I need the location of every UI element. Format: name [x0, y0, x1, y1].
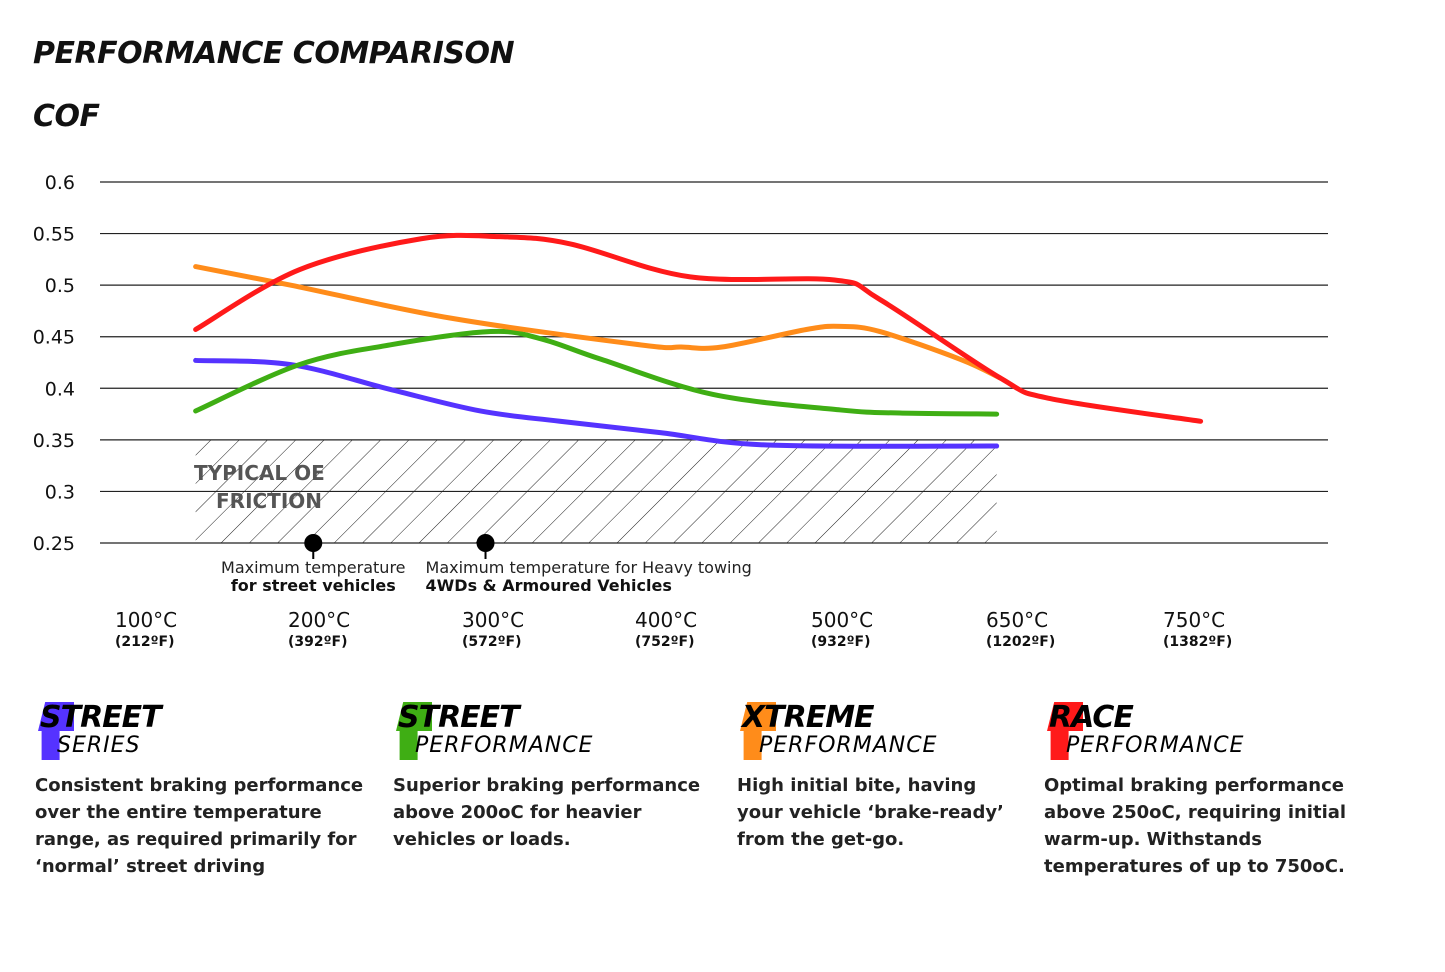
logo-subtitle: PERFORMANCE — [415, 733, 594, 758]
y-tick-label: 0.6 — [45, 172, 75, 194]
logo-title: STREET — [40, 700, 162, 735]
x-tick-sublabel: (752ºF) — [635, 634, 694, 650]
y-tick-label: 0.25 — [33, 533, 75, 555]
y-tick-label: 0.3 — [45, 481, 75, 503]
page-title: PERFORMANCE COMPARISON — [33, 36, 515, 71]
y-tick-label: 0.4 — [45, 378, 75, 400]
legend-item: XTREME PERFORMANCE High initial bite, ha… — [737, 700, 1027, 853]
legend-description: Superior braking performance above 200oC… — [393, 775, 701, 850]
y-tick-label: 0.35 — [33, 430, 75, 452]
x-tick-sublabel: (932ºF) — [811, 634, 870, 650]
region-label: TYPICAL OE — [194, 461, 325, 485]
logo-title: XTREME — [742, 700, 875, 735]
legend-item: STREET SERIES Consistent braking perform… — [35, 700, 365, 880]
y-tick-label: 0.55 — [33, 224, 75, 246]
legend-description: Consistent braking performance over the … — [35, 775, 364, 877]
legend-item: STREET PERFORMANCE Superior braking perf… — [393, 700, 723, 853]
x-tick-sublabel: (1202ºF) — [986, 634, 1055, 650]
series-line — [193, 328, 1000, 417]
annotation-marker — [304, 534, 323, 552]
series-line — [193, 232, 1204, 424]
x-tick-label: 100°C — [115, 608, 177, 632]
annotation-text: Maximum temperature for Heavy towing — [426, 558, 752, 577]
series-logo: STREET PERFORMANCE — [393, 700, 723, 762]
legend-item: RACE PERFORMANCE Optimal braking perform… — [1044, 700, 1374, 880]
x-tick-label: 650°C — [986, 608, 1048, 632]
series-logo: STREET SERIES — [35, 700, 365, 762]
legend-description: High initial bite, having your vehicle ‘… — [737, 775, 1004, 850]
y-tick-label: 0.5 — [45, 275, 75, 297]
series-line — [193, 357, 1000, 449]
x-tick-sublabel: (392ºF) — [288, 634, 347, 650]
legend-description: Optimal braking performance above 250oC,… — [1044, 775, 1347, 877]
series-logo: RACE PERFORMANCE — [1044, 700, 1374, 762]
x-tick-label: 300°C — [462, 608, 524, 632]
logo-subtitle: SERIES — [57, 733, 141, 758]
logo-title: RACE — [1049, 700, 1134, 735]
logo-subtitle: PERFORMANCE — [1066, 733, 1245, 758]
cof-chart: 0.6 0.55 0.5 0.45 0.4 0.35 0.3 0.25 TYPICAL OE F… — [33, 172, 1328, 650]
x-tick-label: 500°C — [811, 608, 873, 632]
annotation-text: Maximum temperature — [221, 558, 406, 577]
annotation-text: for street vehicles — [231, 576, 396, 595]
annotation-marker — [476, 534, 495, 552]
x-tick-sublabel: (1382ºF) — [1163, 634, 1232, 650]
x-tick-label: 400°C — [635, 608, 697, 632]
series-logo: XTREME PERFORMANCE — [737, 700, 1027, 762]
logo-subtitle: PERFORMANCE — [759, 733, 938, 758]
x-tick-sublabel: (212ºF) — [115, 634, 174, 650]
region-label: FRICTION — [216, 489, 322, 513]
typical-oe-friction-region — [195, 439, 997, 543]
chart-subtitle: COF — [33, 99, 100, 134]
x-tick-label: 750°C — [1163, 608, 1225, 632]
x-tick-label: 200°C — [288, 608, 350, 632]
y-tick-label: 0.45 — [33, 327, 75, 349]
annotation-text: 4WDs & Armoured Vehicles — [426, 576, 672, 595]
x-tick-sublabel: (572ºF) — [462, 634, 521, 650]
series-line — [193, 264, 1003, 381]
logo-title: STREET — [398, 700, 520, 735]
